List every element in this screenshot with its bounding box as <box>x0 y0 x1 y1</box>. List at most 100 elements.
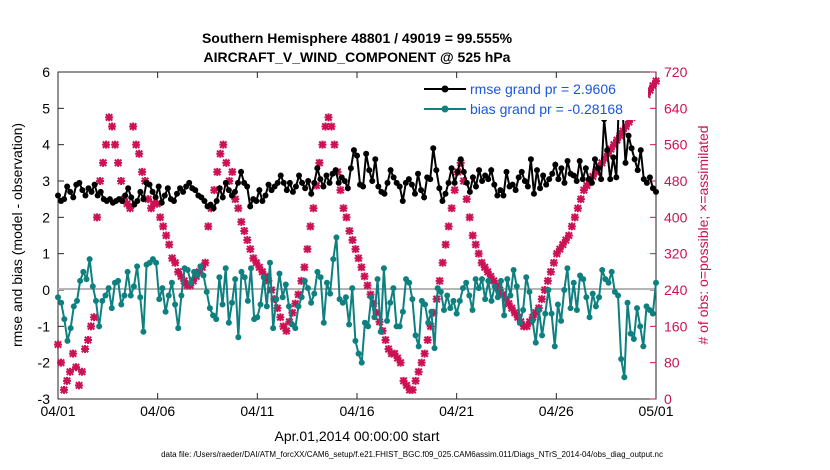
obs-marker <box>561 236 570 245</box>
obs-marker <box>117 177 126 185</box>
bias-point <box>260 274 267 281</box>
bias-point <box>494 294 501 301</box>
bias-point <box>320 319 327 326</box>
bias-point <box>497 277 504 284</box>
bias-point <box>428 308 435 315</box>
bias-point <box>583 294 590 301</box>
rmse-series <box>55 81 659 212</box>
bias-point <box>130 283 137 290</box>
bias-point <box>653 279 659 286</box>
bias-point <box>437 288 444 295</box>
rmse-point <box>384 179 391 186</box>
bias-point <box>342 294 349 301</box>
obs-marker <box>171 258 180 267</box>
rmse-point <box>466 188 473 195</box>
bias-point <box>108 305 115 312</box>
obs-marker <box>258 267 267 276</box>
obs-marker <box>102 140 111 149</box>
obs-marker <box>303 245 312 254</box>
obs-marker <box>66 367 75 376</box>
obs-marker <box>168 254 177 263</box>
rmse-point <box>64 183 71 190</box>
bias-point <box>156 296 163 303</box>
bias-point <box>605 279 612 286</box>
left-tick-label: 3 <box>42 173 50 189</box>
bias-point <box>349 285 356 292</box>
rmse-point <box>259 197 266 204</box>
rmse-point <box>350 147 357 154</box>
obs-marker <box>84 335 93 344</box>
rmse-point <box>97 188 104 195</box>
obs-marker <box>216 149 225 158</box>
bias-point <box>102 292 109 299</box>
rmse-point <box>463 179 470 186</box>
rmse-point <box>653 188 659 195</box>
legend-rmse-marker <box>441 85 449 93</box>
rmse-point <box>521 178 528 184</box>
rmse-point <box>591 156 598 163</box>
bias-point <box>412 332 419 339</box>
obs-marker <box>72 363 81 372</box>
rmse-point <box>485 176 492 183</box>
bias-point <box>387 299 394 306</box>
right-tick-label: 160 <box>664 318 688 334</box>
rmse-point <box>579 176 586 183</box>
bias-point <box>384 317 391 324</box>
obs-marker <box>399 376 408 385</box>
rmse-point <box>372 156 379 163</box>
right-tick-label: 720 <box>664 64 688 80</box>
bias-point <box>178 292 185 299</box>
obs-marker <box>645 86 654 95</box>
obs-marker <box>285 317 294 326</box>
bias-point <box>121 292 128 299</box>
bias-point <box>206 305 213 312</box>
rmse-point <box>503 168 510 175</box>
obs-marker <box>372 308 381 317</box>
rmse-point <box>497 187 504 194</box>
obs-marker <box>393 354 402 363</box>
rmse-point <box>363 150 370 157</box>
bias-point <box>118 301 125 308</box>
rmse-point <box>344 185 351 192</box>
bias-point <box>599 267 606 274</box>
bias-point <box>529 317 536 324</box>
obs-marker <box>57 358 66 367</box>
obs-marker <box>165 240 174 249</box>
right-tick-label: 400 <box>664 209 688 225</box>
obs-marker <box>444 222 453 231</box>
rmse-point <box>433 167 440 174</box>
bias-point <box>475 285 482 292</box>
bias-point <box>67 325 74 332</box>
rmse-point <box>55 192 61 199</box>
rmse-point <box>375 183 382 190</box>
rmse-point <box>274 179 281 186</box>
bias-point <box>630 336 637 343</box>
obs-marker <box>381 335 390 344</box>
obs-marker <box>342 213 351 222</box>
bias-point <box>99 297 106 304</box>
rmse-point <box>427 176 434 183</box>
obs-marker <box>576 195 585 204</box>
rmse-point <box>253 197 260 204</box>
rmse-point <box>408 181 415 188</box>
bias-point <box>615 292 622 299</box>
legend-bias-label: bias grand pr = -0.28168 <box>470 101 623 117</box>
bias-point <box>368 294 375 301</box>
bias-point <box>415 343 422 350</box>
bias-point <box>399 308 406 315</box>
bias-point <box>592 303 599 310</box>
rmse-point <box>173 190 180 197</box>
bias-point <box>390 285 397 292</box>
rmse-point <box>70 194 77 201</box>
obs-marker <box>156 213 165 222</box>
bias-point <box>380 265 387 272</box>
bias-point <box>80 268 87 275</box>
x-tick-label: 04/21 <box>439 403 474 419</box>
right-tick-label: 560 <box>664 137 688 153</box>
rmse-point <box>527 156 534 163</box>
bias-point <box>406 279 413 286</box>
obs-marker <box>54 340 62 349</box>
obs-marker <box>276 313 285 322</box>
rmse-point <box>149 188 156 195</box>
left-tick-label: -3 <box>38 391 51 407</box>
